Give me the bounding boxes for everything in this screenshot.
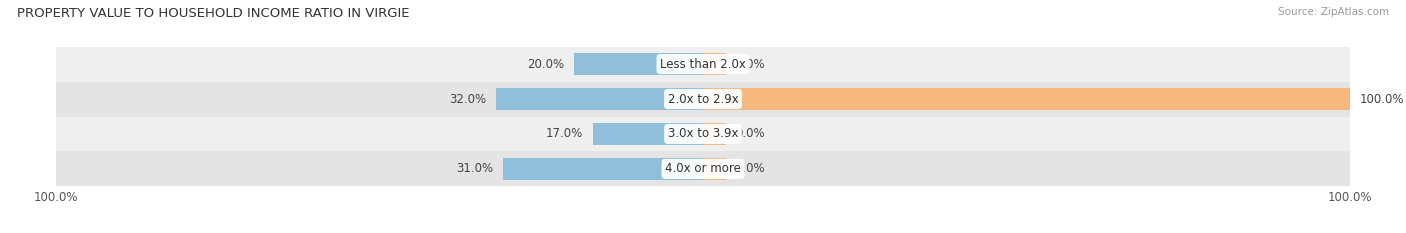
Text: 20.0%: 20.0% [527, 58, 564, 71]
Text: Source: ZipAtlas.com: Source: ZipAtlas.com [1278, 7, 1389, 17]
Bar [56, 47, 1350, 82]
Bar [56, 151, 1350, 186]
Bar [703, 88, 1350, 110]
Bar [496, 88, 703, 110]
Text: Less than 2.0x: Less than 2.0x [659, 58, 747, 71]
Text: 100.0%: 100.0% [1360, 93, 1405, 106]
Bar [703, 158, 725, 180]
Text: 4.0x or more: 4.0x or more [665, 162, 741, 175]
Text: PROPERTY VALUE TO HOUSEHOLD INCOME RATIO IN VIRGIE: PROPERTY VALUE TO HOUSEHOLD INCOME RATIO… [17, 7, 409, 20]
Bar [703, 53, 725, 75]
Text: 31.0%: 31.0% [456, 162, 494, 175]
Bar [502, 158, 703, 180]
Bar [593, 123, 703, 145]
Bar [703, 123, 725, 145]
Bar [56, 82, 1350, 116]
Text: 0.0%: 0.0% [735, 58, 765, 71]
Text: 0.0%: 0.0% [735, 162, 765, 175]
Text: 3.0x to 3.9x: 3.0x to 3.9x [668, 127, 738, 140]
Bar [56, 116, 1350, 151]
Text: 32.0%: 32.0% [449, 93, 486, 106]
Text: 17.0%: 17.0% [546, 127, 583, 140]
Bar [574, 53, 703, 75]
Text: 2.0x to 2.9x: 2.0x to 2.9x [668, 93, 738, 106]
Text: 0.0%: 0.0% [735, 127, 765, 140]
